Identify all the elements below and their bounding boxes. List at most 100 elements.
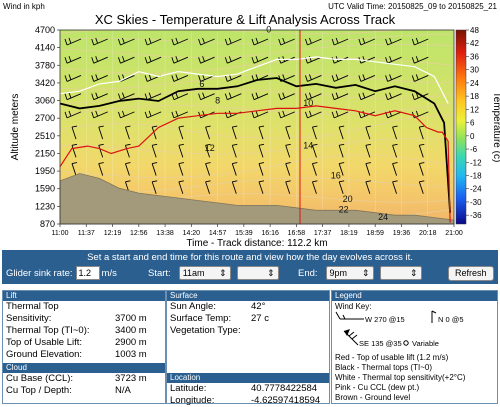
legend-title: Legend (332, 291, 497, 301)
isotherm-label: 8 (215, 95, 220, 105)
wind-barb-icon (305, 92, 322, 101)
isotherm-label: 16 (331, 170, 341, 180)
wind-barb-icon (358, 92, 376, 101)
wind-barb-icon (178, 180, 184, 194)
y-tick-label: 1590 (35, 184, 55, 194)
wind-barb-icon (258, 180, 265, 194)
wind-barb-icon (385, 92, 402, 101)
isotherm-label: 0 (266, 25, 271, 35)
wind-barb-icon (385, 56, 402, 64)
refresh-button[interactable]: Refresh (448, 265, 494, 281)
wind-barb-icon (178, 143, 184, 158)
route-time-controls: Set a start and end time for this route … (2, 250, 498, 284)
x-tick-label: 14:57 (209, 230, 227, 237)
legend-white: White - Thermal top sensitivity(+2°C) (335, 373, 466, 382)
wind-barb-icon (338, 143, 345, 158)
wind-key-variable: Variable (412, 339, 439, 348)
isotherm-label: 14 (303, 141, 313, 151)
x-tick-label: 17:37 (314, 230, 332, 237)
wind-barb-icon (312, 180, 318, 194)
temperature-lift-chart: Wind in kph UTC Valid Time: 20150825_09 … (3, 2, 500, 249)
wind-barb-icon (278, 37, 295, 46)
y-tick-label: 4140 (35, 43, 55, 53)
isotherm-label: 12 (205, 143, 215, 153)
wind-barb-icon (198, 92, 215, 101)
latitude-value: 40.7778422584 (251, 383, 318, 394)
wind-barb-icon (418, 162, 425, 176)
wind-barb-icon (171, 110, 189, 119)
start-minute-select[interactable]: ⇕ (236, 266, 279, 280)
start-hour-select[interactable]: 11am ⇕ (178, 266, 231, 280)
wind-barb-icon (285, 143, 291, 158)
isotherm-label: 6 (199, 79, 204, 89)
wind-barb-icon (305, 74, 322, 82)
longitude-value: -4.62597418594 (251, 395, 321, 406)
y-tick-label: 1230 (35, 201, 55, 211)
wind-barb-icon (118, 37, 135, 46)
wind-barb-icon (151, 180, 158, 194)
wind-barb-icon (178, 162, 184, 176)
sink-rate-input[interactable]: 1.2 (75, 266, 100, 280)
wind-barb-icon (331, 110, 349, 119)
thermal-top-ti-value: 3400 m (115, 325, 147, 336)
wind-barb-icon (198, 56, 215, 64)
legend-red: Red - Top of usable lift (1.2 m/s) (335, 353, 449, 362)
wind-barb-icon (205, 143, 211, 158)
wind-barb-icon (144, 92, 162, 101)
wind-barb-icon (418, 125, 425, 140)
isotherm-line (59, 73, 455, 90)
end-label: End: (298, 267, 318, 279)
x-tick-label: 16:58 (288, 230, 306, 237)
end-hour-value: 9pm (329, 268, 348, 278)
wind-barb-icon (205, 125, 211, 140)
wind-barb-icon (258, 162, 265, 176)
colorbar-tick-label: 12 (470, 105, 479, 114)
wind-barb-icon (285, 125, 291, 140)
wind-barb-icon (365, 180, 371, 194)
wind-barb-icon (205, 162, 211, 176)
cu-base-value: 3723 m (115, 373, 147, 384)
wind-barb-icon (91, 37, 108, 46)
wind-barb-icon (144, 110, 162, 119)
colorbar-tick-label: 30 (470, 66, 479, 75)
wind-barb-icon (278, 110, 295, 119)
wind-key-icons: W 270 @15 N 0 @5 SE 135 @35 Variable (335, 310, 464, 348)
wind-barb-icon (312, 125, 318, 140)
isotherm-line (59, 89, 455, 105)
y-tick-label: 2700 (35, 113, 55, 123)
isotherm-label: 10 (303, 98, 313, 108)
end-hour-select[interactable]: 9pm ⇕ (325, 266, 374, 280)
start-label: Start: (148, 267, 171, 279)
wind-barb-icon (64, 74, 82, 82)
wind-barb-icon (251, 56, 269, 64)
chevron-down-icon: ⇕ (410, 267, 418, 278)
x-tick-label: 16:16 (261, 230, 279, 237)
wind-barb-icon (224, 56, 242, 64)
wind-barb-icon (151, 143, 158, 158)
wind-key-se: SE 135 @35 (359, 339, 402, 348)
chevron-down-icon: ⇕ (219, 267, 227, 278)
colorbar-tick-label: 48 (470, 26, 479, 35)
wind-key-w: W 270 @15 (365, 315, 405, 324)
wind-barb-icon (338, 125, 345, 140)
end-minute-select[interactable]: ⇕ (379, 266, 422, 280)
isotherm-label: 24 (378, 212, 388, 222)
wind-barb-icon (171, 37, 189, 46)
colorbar-tick-label: -6 (470, 145, 478, 154)
wind-barb-icon (278, 92, 295, 101)
y-tick-label: 3060 (35, 96, 55, 106)
wind-barb-icon (251, 37, 269, 46)
isotherm-label: 22 (339, 205, 349, 215)
cloud-title: Cloud (3, 363, 165, 373)
x-tick-label: 11:37 (78, 230, 95, 237)
colorbar-tick-label: 6 (470, 119, 475, 128)
isotherm-line (59, 57, 455, 74)
temperature-colorbar (455, 29, 467, 225)
wind-barb-icon (338, 180, 345, 194)
surface-temp-label: Surface Temp: (170, 313, 232, 324)
wind-barb-icon (358, 74, 376, 82)
wind-barb-icon (365, 162, 371, 176)
x-tick-label: 14:20 (183, 230, 201, 237)
wind-barb-icon (385, 37, 402, 46)
wind-barb-icon (125, 143, 131, 158)
